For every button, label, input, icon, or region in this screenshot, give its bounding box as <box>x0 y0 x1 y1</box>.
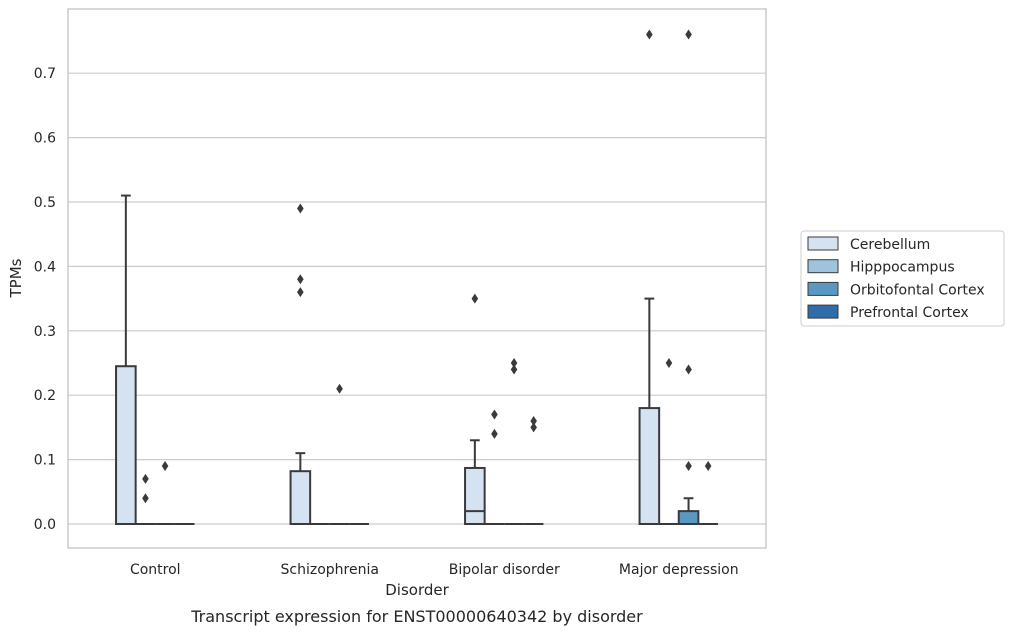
outlier-point <box>530 422 537 433</box>
outlier-point <box>142 473 149 484</box>
x-tick-label: Bipolar disorder <box>449 562 560 578</box>
box-hipppocampus <box>484 409 505 525</box>
box-prefrontal-cortex <box>523 415 544 525</box>
legend-label: Prefrontal Cortex <box>850 305 969 321</box>
x-axis-ticks: Control Schizophrenia Bipolar disorder Majo… <box>130 562 739 578</box>
box-cerebellum <box>638 29 661 525</box>
box-body <box>289 470 312 525</box>
outlier-point <box>685 29 692 40</box>
legend-swatch <box>807 236 839 251</box>
outlier-point <box>685 461 692 472</box>
x-axis-title: Disorder <box>385 581 449 599</box>
grid-lines <box>68 72 766 525</box>
box-body <box>677 510 700 525</box>
y-tick-label: 0.4 <box>34 259 56 275</box>
x-tick-label: Schizophrenia <box>281 562 379 578</box>
legend: Cerebellum Hipppocampus Orbitofontal Corte… <box>800 230 1005 327</box>
legend-label: Orbitofontal Cortex <box>850 282 985 298</box>
box-layer <box>115 29 718 525</box>
y-tick-label: 0.2 <box>34 388 56 404</box>
outlier-point <box>646 29 653 40</box>
box-prefrontal-cortex <box>698 461 718 525</box>
y-tick-label: 0.6 <box>34 131 56 147</box>
outlier-point <box>530 415 537 426</box>
box-cerebellum <box>289 203 312 525</box>
outlier-point <box>491 428 498 439</box>
y-tick-label: 0.7 <box>34 66 56 82</box>
y-axis-title: TPMs <box>7 258 25 298</box>
outlier-point <box>336 383 343 394</box>
outlier-point <box>471 293 479 304</box>
box-orbitofontal-cortex <box>329 383 350 525</box>
legend-frame <box>800 230 1005 327</box>
outlier-point <box>491 409 498 420</box>
outlier-point <box>685 364 692 375</box>
outlier-point <box>297 274 304 285</box>
outlier-point <box>161 461 169 472</box>
outlier-point <box>665 358 673 368</box>
box-hipppocampus <box>659 358 679 525</box>
box-orbitofontal-cortex <box>677 29 700 525</box>
legend-swatch <box>807 259 839 274</box>
box-orbitofontal-cortex <box>504 358 524 525</box>
outlier-point <box>510 364 518 375</box>
y-tick-label: 0.5 <box>34 195 56 211</box>
outlier-point <box>142 493 149 504</box>
outlier-point <box>510 358 518 368</box>
x-tick-label: Control <box>130 562 181 578</box>
legend-swatch <box>807 281 839 296</box>
box-body <box>464 466 486 525</box>
outlier-point <box>704 461 712 472</box>
legend-label: Hipppocampus <box>850 260 955 276</box>
y-axis-ticks: 0.0 0.1 0.2 0.3 0.4 0.5 0.6 0.7 <box>34 66 56 533</box>
y-tick-label: 0.1 <box>34 453 56 469</box>
box-hipppocampus <box>135 473 156 525</box>
box-body <box>115 365 137 525</box>
chart-caption: Transcript expression for ENST0000064034… <box>190 607 643 626</box>
y-tick-label: 0.3 <box>34 324 56 340</box>
box-cerebellum <box>464 293 486 525</box>
outlier-point <box>297 203 304 214</box>
outlier-point <box>297 287 304 298</box>
x-tick-label: Major depression <box>619 562 739 578</box>
box-cerebellum <box>115 194 137 525</box>
legend-swatch <box>807 304 839 319</box>
y-tick-label: 0.0 <box>34 517 56 533</box>
plot-frame <box>67 8 767 549</box>
legend-label: Cerebellum <box>850 237 930 253</box>
box-body <box>638 407 661 525</box>
box-orbitofontal-cortex <box>155 461 175 525</box>
